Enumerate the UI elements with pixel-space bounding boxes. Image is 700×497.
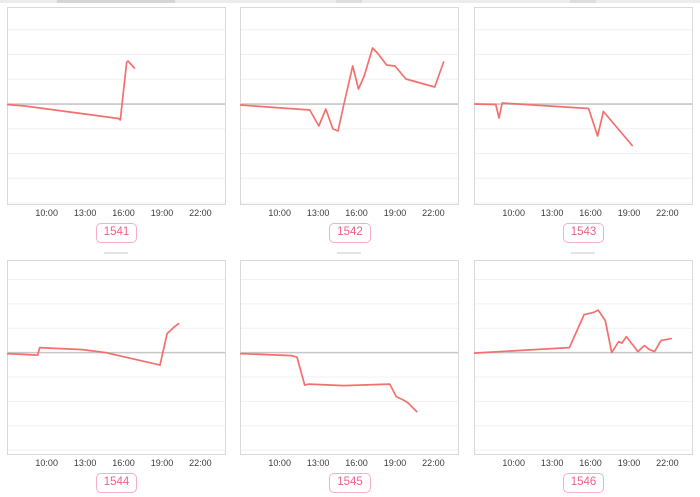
x-tick-label: 22:00	[656, 458, 679, 468]
x-tick-label: 16:00	[112, 208, 135, 218]
truncated-title-remnant	[336, 0, 362, 3]
line-chart-plot	[7, 7, 226, 205]
chart-id-badge[interactable]: 1546	[562, 473, 605, 493]
plot-border	[7, 260, 226, 455]
chart-cell: 10:00 13:00 16:00 19:00 22:00 1544	[0, 252, 233, 497]
chart-id-badge[interactable]: 1544	[95, 473, 138, 493]
plot-border	[474, 7, 693, 205]
x-tick-label: 16:00	[112, 458, 135, 468]
x-tick-label: 13:00	[73, 208, 97, 218]
truncated-title-remnant	[104, 252, 128, 254]
x-tick-label: 22:00	[422, 458, 445, 468]
x-tick-label: 16:00	[579, 458, 602, 468]
x-tick-label: 19:00	[383, 208, 407, 218]
series-line	[474, 102, 634, 147]
series-line	[240, 352, 418, 413]
x-tick-label: 13:00	[306, 458, 330, 468]
plot-border	[7, 7, 226, 205]
chart-cell: 10:00 13:00 16:00 19:00 22:00 1545	[233, 252, 467, 497]
truncated-title-remnant	[337, 252, 361, 254]
x-tick-label: 19:00	[617, 458, 641, 468]
plot-border	[474, 260, 693, 455]
x-tick-label: 10:00	[268, 208, 291, 218]
chart-id-badge[interactable]: 1542	[329, 223, 371, 243]
series-line	[7, 60, 136, 121]
x-axis-ticks: 10:00 13:00 16:00 19:00 22:00	[7, 455, 226, 470]
x-tick-label: 13:00	[306, 208, 330, 218]
x-axis-ticks: 10:00 13:00 16:00 19:00 22:00	[474, 205, 693, 220]
chart-id-badge-label: 1543	[570, 226, 597, 238]
x-tick-label: 22:00	[422, 208, 445, 218]
chart-cell: 10:00 13:00 16:00 19:00 22:00 1541	[0, 0, 233, 252]
x-axis-ticks: 10:00 13:00 16:00 19:00 22:00	[474, 455, 693, 470]
x-tick-label: 22:00	[189, 458, 212, 468]
line-chart-plot	[240, 7, 459, 205]
x-tick-label: 19:00	[383, 458, 407, 468]
chart-cell: 10:00 13:00 16:00 19:00 22:00 1543	[467, 0, 700, 252]
x-axis-ticks: 10:00 13:00 16:00 19:00 22:00	[240, 205, 459, 220]
x-tick-label: 22:00	[189, 208, 212, 218]
series-line	[240, 47, 445, 132]
line-chart-plot	[7, 260, 226, 455]
x-tick-label: 22:00	[656, 208, 679, 218]
chart-id-badge-label: 1546	[570, 476, 597, 488]
series-line	[474, 309, 673, 354]
x-tick-label: 16:00	[345, 458, 368, 468]
chart-id-badge-label: 1545	[337, 476, 363, 488]
chart-cell: 10:00 13:00 16:00 19:00 22:00 1546	[467, 252, 700, 497]
chart-id-badge-label: 1541	[103, 226, 130, 238]
x-tick-label: 19:00	[617, 208, 641, 218]
x-tick-label: 10:00	[502, 458, 525, 468]
chart-id-badge-label: 1542	[337, 226, 363, 238]
x-tick-label: 13:00	[540, 458, 564, 468]
chart-id-badge[interactable]: 1545	[329, 473, 371, 493]
chart-id-badge-label: 1544	[103, 476, 130, 488]
x-axis-ticks: 10:00 13:00 16:00 19:00 22:00	[7, 205, 226, 220]
x-tick-label: 19:00	[150, 458, 174, 468]
x-tick-label: 10:00	[268, 458, 291, 468]
x-tick-label: 16:00	[579, 208, 602, 218]
chart-id-badge[interactable]: 1541	[95, 223, 138, 243]
series-line	[7, 322, 180, 366]
x-tick-label: 10:00	[502, 208, 525, 218]
x-axis-ticks: 10:00 13:00 16:00 19:00 22:00	[240, 455, 459, 470]
x-tick-label: 10:00	[35, 458, 58, 468]
x-tick-label: 19:00	[150, 208, 174, 218]
truncated-title-remnant	[570, 0, 596, 3]
truncated-title-remnant	[57, 0, 175, 3]
line-chart-plot	[474, 260, 693, 455]
line-chart-plot	[240, 260, 459, 455]
x-tick-label: 13:00	[540, 208, 564, 218]
chart-id-badge[interactable]: 1543	[562, 223, 605, 243]
x-tick-label: 16:00	[345, 208, 368, 218]
x-tick-label: 13:00	[73, 458, 97, 468]
truncated-title-remnant	[571, 252, 595, 254]
plot-border	[240, 260, 459, 455]
line-chart-plot	[474, 7, 693, 205]
plot-border	[240, 7, 459, 205]
chart-cell: 10:00 13:00 16:00 19:00 22:00 1542	[233, 0, 467, 252]
x-tick-label: 10:00	[35, 208, 58, 218]
